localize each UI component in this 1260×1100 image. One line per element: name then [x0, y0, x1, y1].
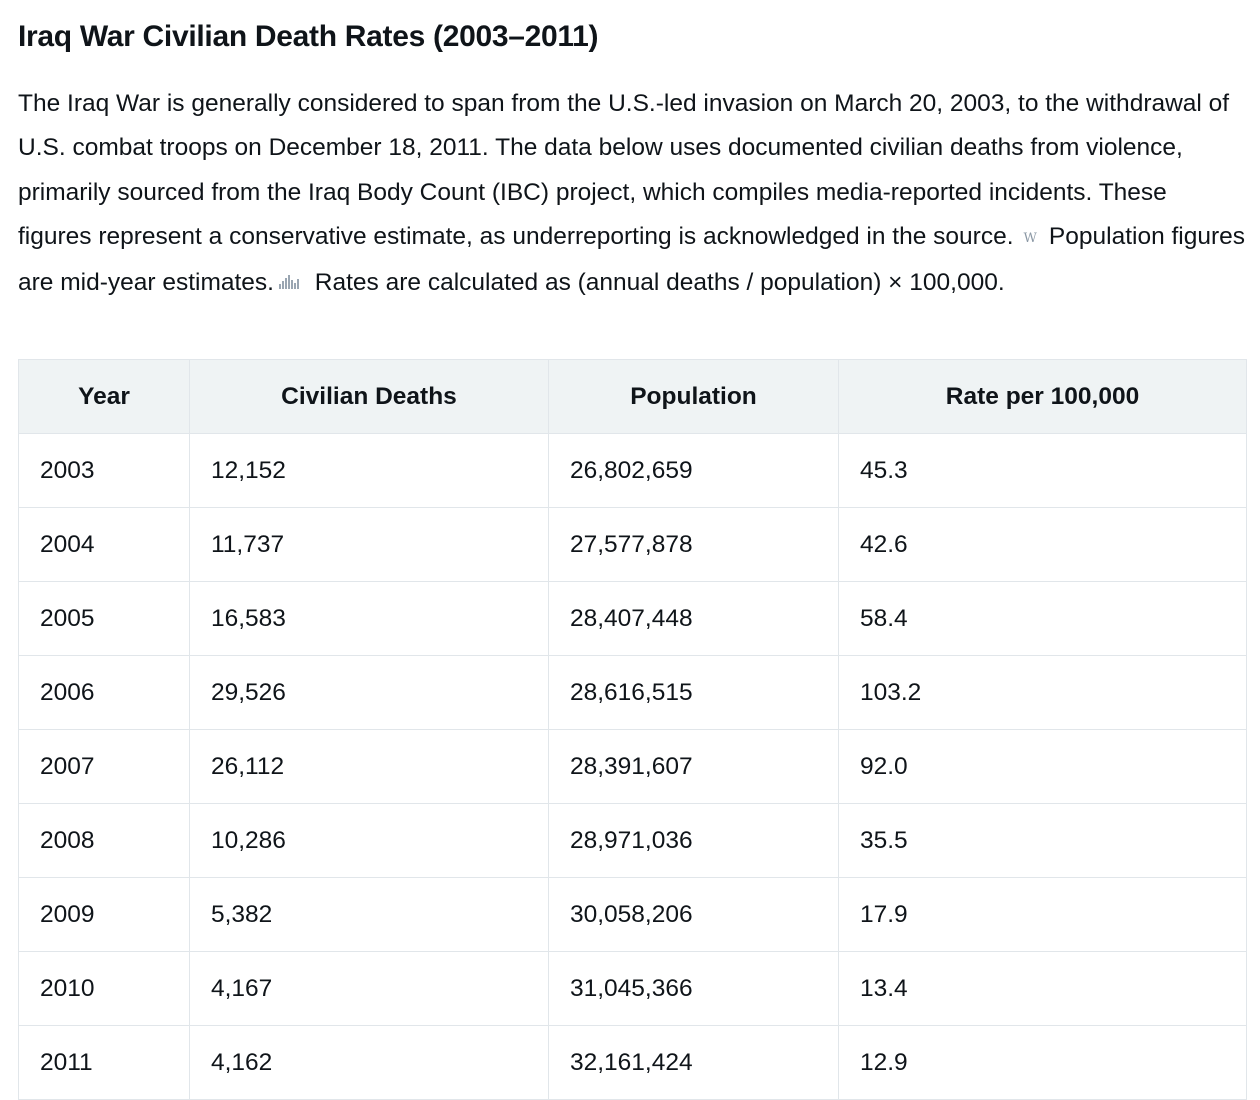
cell-rate: 92.0 — [838, 729, 1247, 804]
cell-population: 27,577,878 — [548, 507, 839, 582]
cell-deaths: 11,737 — [189, 507, 549, 582]
table-row: 2011 4,162 32,161,424 12.9 — [18, 1025, 1247, 1100]
page-title: Iraq War Civilian Death Rates (2003–2011… — [18, 20, 599, 53]
cell-year: 2011 — [18, 1025, 190, 1100]
cell-deaths: 5,382 — [189, 877, 549, 952]
cell-rate: 35.5 — [838, 803, 1247, 878]
cell-year: 2005 — [18, 581, 190, 656]
cell-deaths: 12,152 — [189, 433, 549, 508]
table-row: 2004 11,737 27,577,878 42.6 — [18, 507, 1247, 582]
cell-rate: 42.6 — [838, 507, 1247, 582]
cell-year: 2010 — [18, 951, 190, 1026]
cell-rate: 45.3 — [838, 433, 1247, 508]
cell-population: 28,616,515 — [548, 655, 839, 730]
data-table: Year Civilian Deaths Population Rate per… — [18, 359, 1247, 1100]
cell-rate: 17.9 — [838, 877, 1247, 952]
cell-population: 30,058,206 — [548, 877, 839, 952]
cell-rate: 58.4 — [838, 581, 1247, 656]
cell-population: 28,391,607 — [548, 729, 839, 804]
cell-year: 2007 — [18, 729, 190, 804]
cell-population: 28,407,448 — [548, 581, 839, 656]
cell-deaths: 16,583 — [189, 581, 549, 656]
wikipedia-source-icon[interactable]: W — [1023, 230, 1037, 246]
cell-rate: 103.2 — [838, 655, 1247, 730]
table-row: 2010 4,167 31,045,366 13.4 — [18, 951, 1247, 1026]
cell-year: 2008 — [18, 803, 190, 878]
chart-source-icon[interactable] — [278, 275, 302, 290]
header-civilian-deaths: Civilian Deaths — [189, 359, 549, 434]
table-row: 2003 12,152 26,802,659 45.3 — [18, 433, 1247, 508]
cell-deaths: 4,162 — [189, 1025, 549, 1100]
cell-deaths: 4,167 — [189, 951, 549, 1026]
intro-text-2: Population figures are mid-year estimate… — [18, 222, 1246, 297]
cell-population: 32,161,424 — [548, 1025, 839, 1100]
intro-paragraph: The Iraq War is generally considered to … — [18, 82, 1246, 305]
header-rate: Rate per 100,000 — [838, 359, 1247, 434]
cell-rate: 12.9 — [838, 1025, 1247, 1100]
cell-population: 28,971,036 — [548, 803, 839, 878]
table-header-row: Year Civilian Deaths Population Rate per… — [18, 359, 1247, 434]
cell-population: 31,045,366 — [548, 951, 839, 1026]
cell-year: 2006 — [18, 655, 190, 730]
cell-rate: 13.4 — [838, 951, 1247, 1026]
cell-year: 2004 — [18, 507, 190, 582]
cell-year: 2009 — [18, 877, 190, 952]
table-row: 2009 5,382 30,058,206 17.9 — [18, 877, 1247, 952]
table-row: 2006 29,526 28,616,515 103.2 — [18, 655, 1247, 730]
intro-text-1: The Iraq War is generally considered to … — [18, 90, 1230, 250]
cell-deaths: 10,286 — [189, 803, 549, 878]
cell-year: 2003 — [18, 433, 190, 508]
cell-population: 26,802,659 — [548, 433, 839, 508]
table-row: 2007 26,112 28,391,607 92.0 — [18, 729, 1247, 804]
table-row: 2005 16,583 28,407,448 58.4 — [18, 581, 1247, 656]
header-year: Year — [18, 359, 190, 434]
table-row: 2008 10,286 28,971,036 35.5 — [18, 803, 1247, 878]
cell-deaths: 29,526 — [189, 655, 549, 730]
cell-deaths: 26,112 — [189, 729, 549, 804]
header-population: Population — [548, 359, 839, 434]
intro-text-3: Rates are calculated as (annual deaths /… — [307, 269, 1005, 297]
